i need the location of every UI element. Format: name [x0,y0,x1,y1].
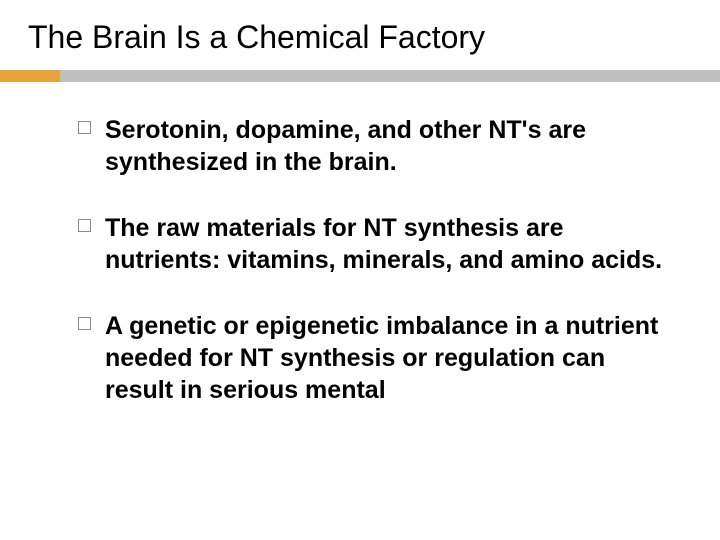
bullet-box-icon [78,121,91,134]
title-divider [0,70,720,82]
divider-orange-bar [0,70,60,82]
slide-content: Serotonin, dopamine, and other NT's are … [0,82,720,406]
slide-title: The Brain Is a Chemical Factory [0,0,720,56]
list-item: The raw materials for NT synthesis are n… [78,212,670,276]
slide-container: The Brain Is a Chemical Factory Serotoni… [0,0,720,540]
bullet-text: Serotonin, dopamine, and other NT's are … [105,114,670,178]
bullet-text: A genetic or epigenetic imbalance in a n… [105,310,670,406]
list-item: A genetic or epigenetic imbalance in a n… [78,310,670,406]
bullet-text: The raw materials for NT synthesis are n… [105,212,670,276]
bullet-box-icon [78,219,91,232]
bullet-box-icon [78,317,91,330]
divider-gray-bar [0,70,720,82]
list-item: Serotonin, dopamine, and other NT's are … [78,114,670,178]
